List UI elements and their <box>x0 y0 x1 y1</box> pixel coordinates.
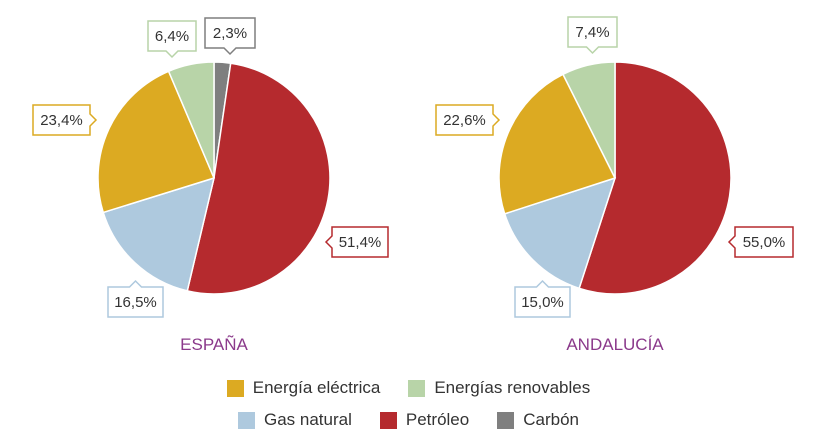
pie-slice-energias-renovables <box>561 61 616 179</box>
legend-swatch-gas-natural <box>238 411 255 429</box>
pie-slice-energia-electrica <box>498 73 617 215</box>
slice-label-callout: 15,0% <box>514 279 571 318</box>
callout-box <box>435 104 501 136</box>
data-label: 6,4% <box>155 28 189 45</box>
legend-label: Gas natural <box>264 410 352 429</box>
legend-label: Energía eléctrica <box>252 378 381 397</box>
chart-title: ESPAÑA <box>180 335 248 354</box>
legend-label: Energías renovables <box>434 378 591 397</box>
data-label: 51,4% <box>339 234 382 251</box>
legend-row-1: Energía eléctrica Energías renovables <box>0 378 817 398</box>
pie-slice-energias-renovables <box>167 61 215 179</box>
slice-label-callout: 22,6% <box>435 104 501 136</box>
data-label: 15,0% <box>521 294 564 311</box>
data-label: 2,3% <box>213 25 247 42</box>
legend-swatch-carbon <box>497 411 515 429</box>
legend-swatch-energias-renovables <box>408 379 426 397</box>
legend-swatch-petroleo <box>379 411 397 429</box>
pie-slice-petroleo <box>186 62 331 295</box>
legend-label: Carbón <box>523 410 579 429</box>
data-label: 22,6% <box>443 112 486 129</box>
callout-box <box>514 279 571 318</box>
slice-label-callout: 7,4% <box>567 16 618 55</box>
legend-item: Energía eléctrica <box>226 378 381 398</box>
slice-label-callout: 6,4% <box>147 20 197 59</box>
legend-label: Petróleo <box>405 410 470 429</box>
pie-slice-energia-electrica <box>97 70 216 214</box>
legend-item: Energías renovables <box>408 378 590 398</box>
callout-box <box>324 226 389 258</box>
callout-box <box>204 17 256 56</box>
data-label: 23,4% <box>40 112 83 129</box>
slice-label-callout: 2,3% <box>204 17 256 56</box>
pie-slice-petroleo <box>578 61 732 295</box>
slice-label-callout: 55,0% <box>727 226 794 258</box>
data-label: 55,0% <box>743 234 786 251</box>
slice-label-callout: 51,4% <box>324 226 389 258</box>
slice-label-callout: 23,4% <box>32 104 98 136</box>
callout-box <box>147 20 197 59</box>
data-label: 7,4% <box>575 24 609 41</box>
callout-box <box>567 16 618 55</box>
data-label: 16,5% <box>114 294 157 311</box>
callout-box <box>107 279 164 318</box>
pie-slice-gas-natural <box>102 176 216 292</box>
legend-item: Carbón <box>497 410 579 430</box>
slice-label-callout: 16,5% <box>107 279 164 318</box>
legend-item: Petróleo <box>379 410 470 430</box>
callout-box <box>727 226 794 258</box>
legend-item: Gas natural <box>238 410 352 430</box>
chart-title: ANDALUCÍA <box>566 335 664 354</box>
callout-box <box>32 104 98 136</box>
legend-swatch-energia-electrica <box>226 379 244 397</box>
legend-row-2: Gas natural Petróleo Carbón <box>0 410 817 430</box>
